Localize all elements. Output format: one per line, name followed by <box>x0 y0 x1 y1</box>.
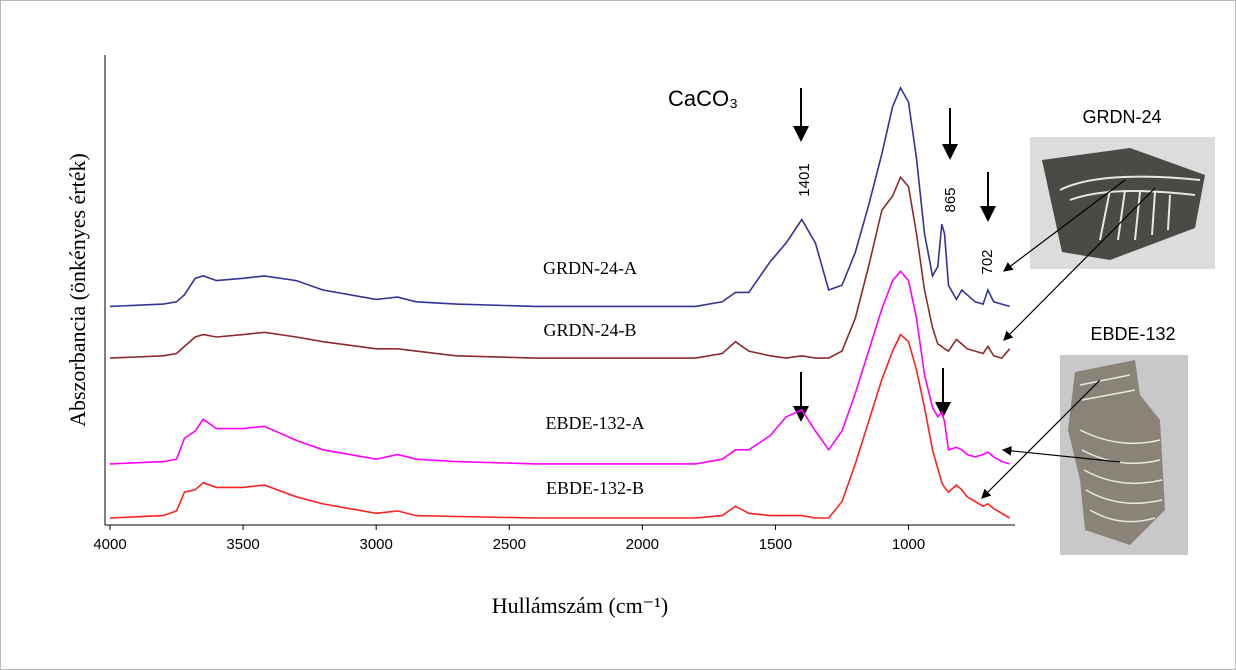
sherd-pattern <box>1079 374 1163 523</box>
series-line <box>109 86 1010 308</box>
sherd-pattern <box>1059 175 1201 241</box>
x-axis-label: Hullámszám (cm⁻¹) <box>492 593 668 618</box>
x-tick-label: 4000 <box>93 536 126 553</box>
series-line <box>109 269 1010 465</box>
peak-label: 702 <box>979 249 996 274</box>
x-tick-label: 1000 <box>892 536 925 553</box>
series-label: EBDE-132-A <box>546 413 645 433</box>
annotation: CaCO₃ <box>668 86 738 111</box>
series-label: EBDE-132-B <box>546 478 644 498</box>
series-line <box>109 333 1011 519</box>
peak-label: 865 <box>942 187 959 212</box>
sherd <box>1068 360 1165 545</box>
x-tick-label: 2000 <box>626 536 659 553</box>
series-label: GRDN-24-A <box>543 258 637 278</box>
x-tick-label: 3000 <box>359 536 392 553</box>
x-tick-label: 2500 <box>493 536 526 553</box>
series-label: GRDN-24-B <box>544 320 637 340</box>
x-tick-label: 1500 <box>759 536 792 553</box>
pointers <box>981 179 1156 499</box>
peak-label: 1401 <box>796 163 813 196</box>
sample-label: EBDE-132 <box>1090 324 1175 344</box>
arrows <box>793 88 996 422</box>
series-line <box>109 175 1011 360</box>
y-axis-label: Abszorbancia (önkényes érték) <box>65 153 90 427</box>
sample-label: GRDN-24 <box>1082 107 1161 127</box>
x-tick-label: 3500 <box>226 536 259 553</box>
